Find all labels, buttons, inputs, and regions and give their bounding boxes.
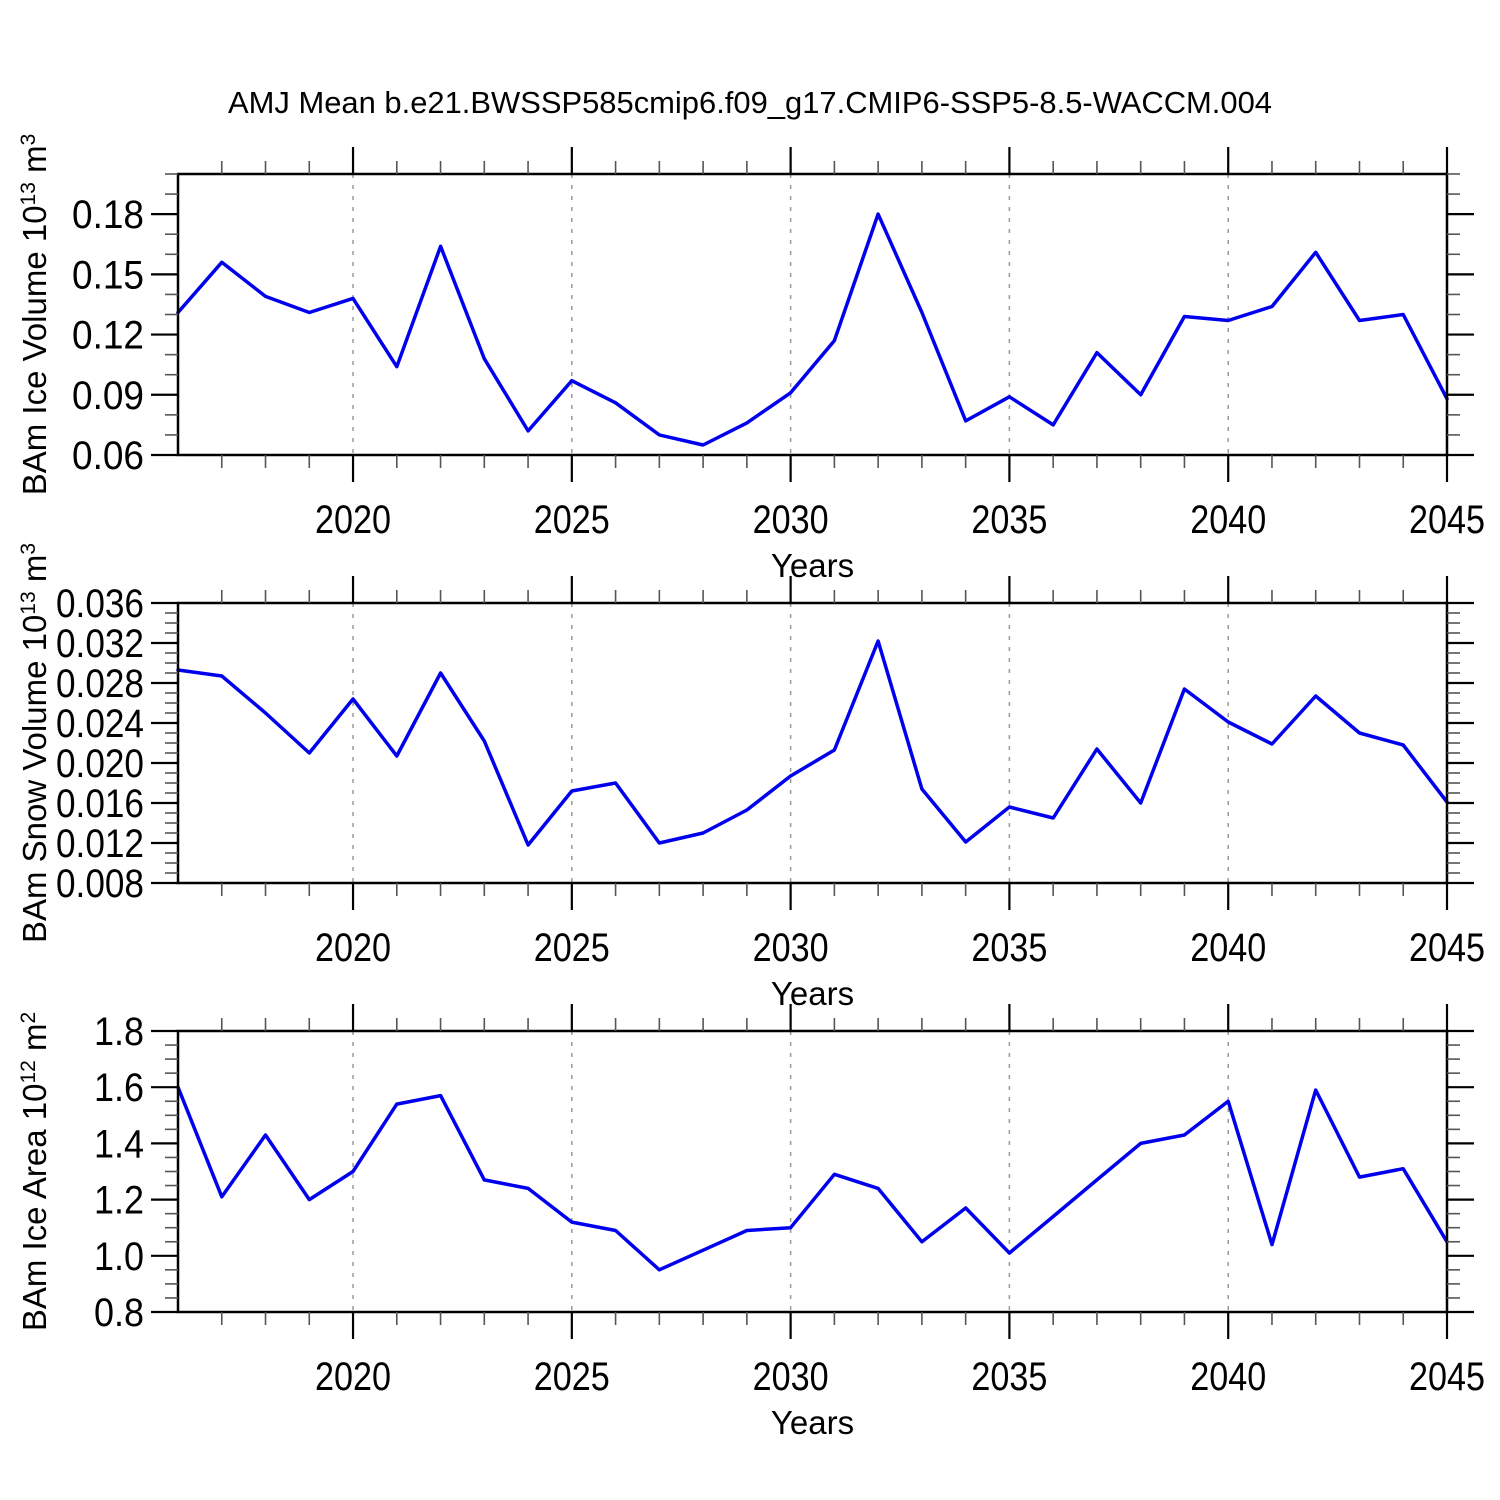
series-line: [176, 1085, 1449, 1272]
x-tick-label: 2035: [971, 1355, 1047, 1399]
svg-text:BAm Snow Volume 1013 m3: BAm Snow Volume 1013 m3: [16, 543, 53, 943]
x-tick-label: 2020: [315, 498, 391, 542]
y-tick-label: 1.2: [94, 1179, 144, 1223]
y-tick-label: 0.18: [72, 193, 144, 237]
x-tick-label: 2030: [753, 1355, 829, 1399]
x-tick-label: 2035: [971, 926, 1047, 970]
series-line: [176, 212, 1449, 447]
y-tick-label: 0.09: [72, 374, 144, 418]
y-tick-label: 0.020: [56, 742, 144, 786]
y-axis-title: BAm Ice Volume 1013 m3: [16, 134, 53, 496]
y-tick-label: 0.028: [56, 662, 144, 706]
y-tick-label: 1.4: [94, 1122, 144, 1166]
x-tick-label: 2025: [534, 498, 610, 542]
x-tick-label: 2020: [315, 926, 391, 970]
x-axis-title: Years: [771, 975, 854, 1012]
x-axis-title: Years: [771, 547, 854, 584]
x-tick-label: 2040: [1190, 1355, 1266, 1399]
x-tick-label: 2030: [753, 498, 829, 542]
chart-panel-2: 0.0080.0120.0160.0200.0240.0280.0320.036…: [16, 543, 1485, 1012]
x-axis-title: Years: [771, 1404, 854, 1441]
x-tick-label: 2040: [1190, 498, 1266, 542]
y-tick-label: 1.6: [94, 1066, 144, 1110]
svg-text:BAm Ice Volume 1013 m3: BAm Ice Volume 1013 m3: [16, 134, 53, 496]
y-tick-label: 0.06: [72, 434, 144, 478]
y-tick-label: 0.024: [56, 702, 144, 746]
series-line: [176, 639, 1449, 847]
x-tick-label: 2020: [315, 1355, 391, 1399]
chart-panel-3: 0.8 1.0 1.2 1.4 1.6 1.8 2020 2025 2030 2035 2040 20…: [16, 1004, 1485, 1441]
y-tick-label: 0.032: [56, 622, 144, 666]
plot-frame: [176, 601, 1449, 885]
y-tick-label: 0.016: [56, 782, 144, 826]
y-tick-label: 1.0: [94, 1235, 144, 1279]
svg-text:BAm Ice Area 1012 m2: BAm Ice Area 1012 m2: [16, 1012, 53, 1331]
x-tick-label: 2025: [534, 926, 610, 970]
x-tick-label: 2030: [753, 926, 829, 970]
y-tick-label: 0.8: [94, 1291, 144, 1335]
y-tick-label: 0.12: [72, 314, 144, 358]
y-axis-title: BAm Ice Area 1012 m2: [16, 1012, 53, 1331]
figure-title: AMJ Mean b.e21.BWSSP585cmip6.f09_g17.CMI…: [228, 85, 1272, 120]
x-tick-label: 2045: [1409, 926, 1485, 970]
y-tick-label: 0.012: [56, 822, 144, 866]
plot-frame: [176, 1029, 1449, 1314]
x-tick-label: 2035: [971, 498, 1047, 542]
x-tick-label: 2040: [1190, 926, 1266, 970]
y-tick-label: 0.036: [56, 582, 144, 626]
x-tick-label: 2045: [1409, 498, 1485, 542]
y-tick-label: 0.008: [56, 862, 144, 906]
x-tick-label: 2025: [534, 1355, 610, 1399]
plot-frame: [176, 172, 1449, 457]
y-tick-label: 0.15: [72, 253, 144, 297]
chart-panel-1: 0.06 0.09 0.12 0.15 0.18 2020 2025 2030 2035 2040…: [16, 134, 1485, 584]
y-tick-label: 1.8: [94, 1010, 144, 1054]
x-tick-label: 2045: [1409, 1355, 1485, 1399]
y-axis-title: BAm Snow Volume 1013 m3: [16, 543, 53, 943]
